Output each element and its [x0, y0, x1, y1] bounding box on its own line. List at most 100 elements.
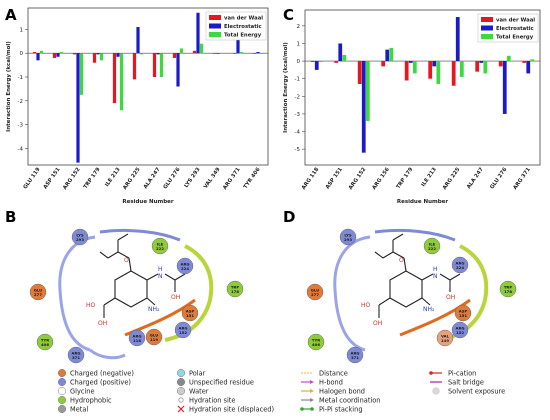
- legend-label: H-bond: [319, 378, 343, 386]
- bar: [310, 61, 315, 62]
- residue-name: ARG: [133, 334, 142, 339]
- panel-label-d: D: [283, 208, 295, 226]
- residue-name: TRP: [504, 285, 513, 290]
- bar: [389, 47, 394, 62]
- residue-number: 119: [150, 337, 158, 342]
- bar: [96, 53, 100, 55]
- bar: [259, 53, 264, 54]
- legend-marker: [176, 387, 185, 396]
- panel-label-b: B: [5, 208, 16, 226]
- x-tick-label: ILE 213: [104, 166, 122, 188]
- ligand-atoms: O H N OH NH₂ HO OH: [361, 257, 455, 327]
- bar: [526, 61, 531, 74]
- residue-circle: [451, 321, 469, 339]
- y-tick-label: 2: [297, 24, 301, 30]
- x-tick-label: LYS 293: [183, 166, 201, 189]
- legend-swatch: [209, 15, 221, 20]
- residue-name: LYS: [76, 233, 84, 238]
- legend-label: Polar: [189, 369, 206, 377]
- residue-circle: [29, 283, 47, 301]
- residue-number: 151: [459, 313, 467, 318]
- residue-name: GLU: [34, 288, 42, 293]
- interaction-legend: Charged (negative)Charged (positive)Glyc…: [58, 369, 505, 413]
- residue-circle: [226, 280, 244, 298]
- residue-circle: [454, 304, 472, 322]
- residue-circle: [306, 283, 324, 301]
- legend-marker: [177, 405, 185, 413]
- ligand-structure: [374, 233, 461, 318]
- y-tick-label: -2: [295, 94, 300, 100]
- residue-name: ARG: [456, 326, 465, 331]
- bar: [252, 53, 257, 54]
- residue-name: ARG: [351, 351, 360, 356]
- legend-marker: [310, 380, 314, 384]
- residue-circle: [151, 237, 169, 255]
- bar: [79, 53, 84, 95]
- chart-a: 1 0 -1 -2 -3 -4 Interaction Energy (kcal/mol) G…: [6, 7, 269, 205]
- bar: [432, 61, 437, 67]
- legend-label: Salt bridge: [448, 378, 484, 386]
- bar: [455, 17, 460, 62]
- residue-number: 277: [311, 292, 319, 297]
- legend-label: Hydrophobic: [70, 396, 112, 404]
- atom-ho: HO: [361, 302, 371, 309]
- atom-oh: OH: [171, 294, 180, 301]
- bar: [136, 27, 140, 54]
- bar: [172, 53, 177, 58]
- atom-o: O: [124, 257, 129, 264]
- residue-number: 277: [34, 292, 42, 297]
- residue-number: 151: [186, 313, 194, 318]
- bar: [212, 53, 217, 54]
- bar: [92, 53, 97, 63]
- residue-circle: [423, 237, 441, 255]
- bar: [475, 61, 480, 72]
- residue-number: 406: [312, 342, 320, 347]
- x-tick-label: TYR 406: [243, 166, 262, 190]
- x-tick-label: ARG 152: [348, 166, 368, 191]
- residue-name: ASP: [186, 309, 195, 314]
- residue-number: 178: [504, 289, 512, 294]
- bar: [112, 53, 117, 104]
- bar: [99, 53, 104, 61]
- bar: [72, 53, 77, 55]
- y-tick-label: 0: [20, 51, 24, 57]
- legend-marker: [58, 405, 67, 414]
- legend-swatch: [481, 17, 493, 22]
- bar: [156, 53, 160, 55]
- x-tick-label: ARG 225: [122, 166, 142, 191]
- bar: [408, 61, 413, 63]
- bar: [256, 52, 260, 54]
- bar: [342, 54, 347, 62]
- residue-name: ILE: [429, 242, 436, 247]
- legend-marker: [58, 396, 67, 405]
- bar: [404, 61, 409, 81]
- legend-label: Hydration site: [189, 396, 235, 404]
- x-tick-label: TRP 179: [395, 166, 414, 190]
- bar: [506, 55, 511, 62]
- bar: [139, 53, 144, 55]
- residue-name: ARG: [72, 351, 81, 356]
- legend-label: Charged (positive): [70, 378, 131, 386]
- legend-entry: Electrostatic: [224, 24, 262, 30]
- bar: [152, 53, 157, 77]
- pocket-outline: [374, 228, 456, 242]
- y-axis-label: Interaction Energy (kcal/mol): [6, 41, 12, 132]
- bar: [436, 61, 441, 84]
- bar: [314, 61, 319, 70]
- bar: [39, 50, 44, 54]
- legend-label: Solvent exposure: [448, 387, 505, 395]
- residue-circle: [71, 228, 89, 246]
- residue-number: 178: [231, 289, 239, 294]
- bar: [361, 61, 366, 153]
- residue-circle: [339, 228, 357, 246]
- y-tick-label: -1: [295, 77, 300, 83]
- x-axis-label: Residue Number: [397, 199, 449, 205]
